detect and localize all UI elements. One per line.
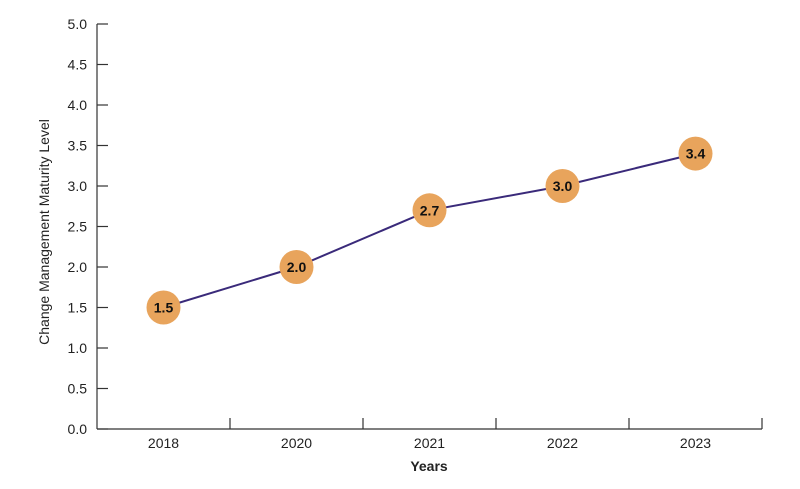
x-tick-label: 2021: [414, 435, 445, 451]
data-point-marker: [146, 290, 181, 325]
series-line: [163, 152, 696, 309]
data-points: 1.5 2.0 2.7 3.0 3.4: [146, 136, 713, 325]
series: [163, 152, 696, 309]
y-tick-label: 3.0: [68, 178, 88, 194]
data-point-marker: [412, 193, 447, 228]
data-label: 3.0: [553, 178, 573, 194]
data-point-marker: [678, 136, 713, 171]
x-tick-label: 2020: [281, 435, 312, 451]
y-tick-label: 2.0: [68, 259, 88, 275]
y-tick-label: 3.5: [68, 138, 88, 154]
y-tick-label: 1.0: [68, 340, 88, 356]
y-tick-label: 4.0: [68, 97, 88, 113]
data-point-marker: [545, 169, 580, 203]
x-axis-title: Years: [410, 458, 448, 474]
data-label: 2.0: [287, 259, 307, 275]
y-tick-label: 5.0: [68, 16, 88, 32]
x-tick-label: 2023: [680, 435, 711, 451]
data-label: 1.5: [154, 300, 174, 316]
x-tick-label: 2022: [547, 435, 578, 451]
data-label: 2.7: [420, 202, 440, 218]
x-ticks: 2018 2020 2021 2022 2023: [148, 418, 763, 451]
y-tick-label: 0.5: [68, 381, 88, 397]
y-ticks: 0.0 0.5 1.0 1.5 2.0 2.5 3.0 3.5 4.0 4.5 5.0: [68, 16, 108, 437]
y-tick-label: 1.5: [68, 300, 88, 316]
data-point-marker: [279, 250, 314, 284]
y-tick-label: 4.5: [68, 57, 88, 73]
y-tick-label: 2.5: [68, 219, 88, 235]
x-tick-label: 2018: [148, 435, 179, 451]
data-label: 3.4: [686, 146, 706, 162]
y-axis-title: Change Management Maturity Level: [36, 119, 52, 345]
y-tick-label: 0.0: [68, 421, 88, 437]
